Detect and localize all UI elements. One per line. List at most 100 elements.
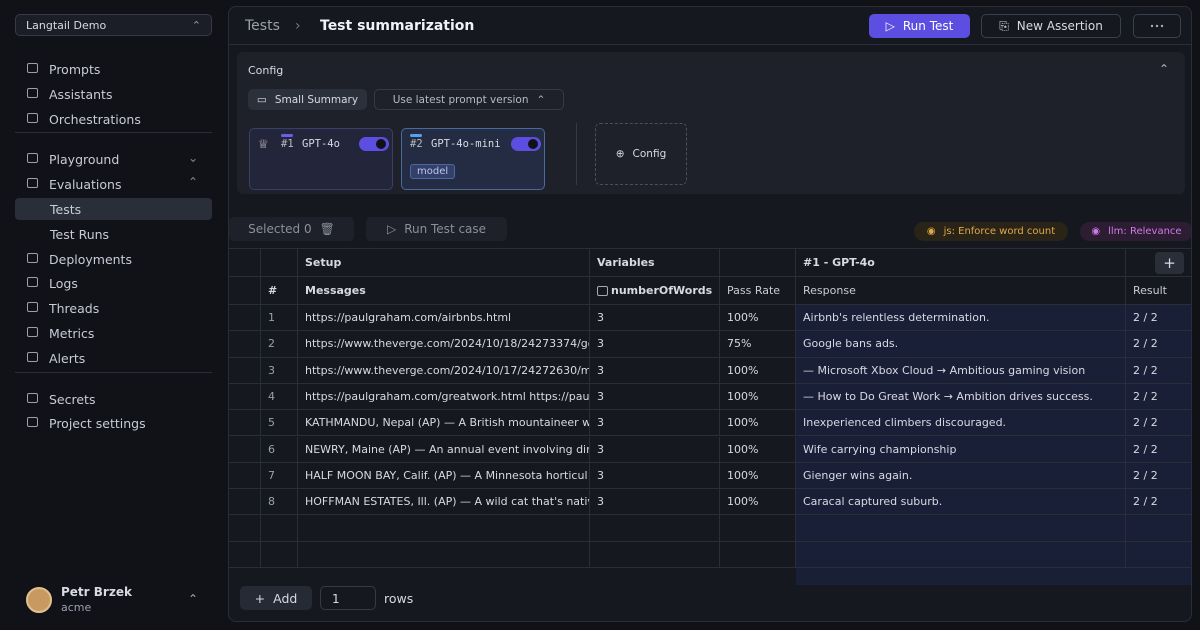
- table-cell[interactable]: 100%: [720, 489, 796, 516]
- table-cell[interactable]: 75%: [720, 331, 796, 358]
- nav-item[interactable]: Test Runs: [50, 226, 110, 242]
- table-cell[interactable]: https://paulgraham.com/airbnbs.html: [298, 305, 590, 332]
- table-cell[interactable]: 2 / 2: [1126, 489, 1191, 516]
- version-select[interactable]: Use latest prompt version ⌃: [374, 89, 564, 110]
- table-cell[interactable]: [590, 541, 720, 568]
- nav-item[interactable]: Tests: [50, 202, 82, 217]
- table-cell[interactable]: — How to Do Great Work → Ambition drives…: [796, 383, 1126, 411]
- add-config-button[interactable]: ⊕ Config: [595, 123, 687, 185]
- table-cell[interactable]: 7: [261, 462, 298, 490]
- table-cell[interactable]: 3: [590, 331, 720, 358]
- table-cell[interactable]: [1126, 542, 1191, 568]
- nav-item[interactable]: Evaluations: [49, 177, 122, 193]
- row-count-input[interactable]: 1: [320, 586, 376, 610]
- workspace-select[interactable]: Langtail Demo ⌃: [15, 14, 212, 36]
- table-cell[interactable]: — Microsoft Xbox Cloud → Ambitious gamin…: [796, 357, 1126, 384]
- table-cell[interactable]: https://www.theverge.com/2024/10/17/2427…: [298, 357, 590, 384]
- table-cell[interactable]: [720, 541, 796, 568]
- table-cell[interactable]: Gienger wins again.: [796, 462, 1126, 490]
- table-cell[interactable]: 3: [590, 436, 720, 463]
- table-cell[interactable]: [261, 515, 298, 542]
- breadcrumb-parent[interactable]: Tests: [245, 18, 280, 34]
- model-card[interactable]: #2 GPT-4o-mini model: [401, 128, 545, 190]
- table-cell[interactable]: 8: [261, 489, 298, 516]
- table-cell[interactable]: 100%: [720, 462, 796, 490]
- nav-item[interactable]: Metrics: [49, 326, 95, 341]
- collapse-icon[interactable]: ⌃: [1159, 62, 1170, 76]
- table-cell[interactable]: 6: [261, 436, 298, 463]
- table-cell[interactable]: 2 / 2: [1126, 305, 1191, 332]
- table-cell[interactable]: KATHMANDU, Nepal (AP) — A British mounta…: [298, 410, 590, 437]
- nav-item[interactable]: Logs: [49, 276, 78, 292]
- table-cell[interactable]: https://www.theverge.com/2024/10/18/2427…: [298, 331, 590, 358]
- nav-item[interactable]: Prompts: [49, 62, 101, 77]
- model-name: GPT-4o: [302, 138, 340, 150]
- label: Small Summary: [274, 93, 359, 106]
- table-cell[interactable]: 3: [590, 383, 720, 411]
- nav-item-active[interactable]: [15, 198, 212, 220]
- table-cell[interactable]: Wife carrying championship: [796, 436, 1126, 463]
- new-assertion-button[interactable]: ⎘ New Assertion: [981, 14, 1121, 38]
- assertion-chip[interactable]: ◉ llm: Relevance: [1080, 222, 1191, 241]
- model-card[interactable]: ♕ #1 GPT-4o: [249, 128, 393, 190]
- table-cell[interactable]: HOFFMAN ESTATES, Ill. (AP) — A wild cat …: [298, 489, 590, 516]
- table-cell[interactable]: 3: [590, 489, 720, 516]
- table-cell[interactable]: 2: [261, 331, 298, 358]
- assertion-chip[interactable]: ◉ js: Enforce word count: [914, 222, 1068, 241]
- nav-item[interactable]: Orchestrations: [49, 111, 141, 127]
- run-test-button[interactable]: ▷ Run Test: [869, 14, 970, 38]
- table-cell[interactable]: 100%: [720, 410, 796, 437]
- more-button[interactable]: [1133, 14, 1181, 38]
- table-cell[interactable]: 2 / 2: [1126, 384, 1191, 411]
- run-case-button[interactable]: ▷ Run Test case: [366, 217, 507, 241]
- table-cell[interactable]: [796, 541, 1126, 568]
- chevron[interactable]: ⌃: [188, 175, 199, 190]
- toggle[interactable]: [511, 137, 541, 151]
- table-cell[interactable]: 3: [261, 357, 298, 384]
- table-cell[interactable]: [590, 515, 720, 542]
- table-cell[interactable]: [796, 515, 1126, 542]
- table-cell[interactable]: NEWRY, Maine (AP) — An annual event invo…: [298, 436, 590, 463]
- add-column-button[interactable]: +: [1155, 252, 1184, 274]
- table-cell[interactable]: 2 / 2: [1126, 331, 1191, 358]
- nav-item[interactable]: Secrets: [49, 391, 96, 407]
- table-cell[interactable]: [720, 515, 796, 542]
- chevron[interactable]: ⌃: [188, 150, 199, 165]
- table-cell[interactable]: [261, 541, 298, 568]
- table-cell[interactable]: 2 / 2: [1126, 463, 1191, 490]
- chevron[interactable]: ⌃: [188, 592, 199, 606]
- table-cell[interactable]: 3: [590, 305, 720, 332]
- table-cell[interactable]: Google bans ads.: [796, 331, 1126, 358]
- table-cell[interactable]: 1: [261, 305, 298, 332]
- table-cell[interactable]: 2 / 2: [1126, 437, 1191, 463]
- table-cell[interactable]: 3: [590, 462, 720, 490]
- table-cell[interactable]: 100%: [720, 357, 796, 384]
- table-cell[interactable]: 2 / 2: [1126, 410, 1191, 437]
- table-cell[interactable]: [298, 515, 590, 542]
- nav-item[interactable]: Deployments: [49, 251, 132, 267]
- table-cell[interactable]: 5: [261, 410, 298, 437]
- nav-item[interactable]: Playground: [49, 152, 120, 168]
- add-rows-button[interactable]: + Add: [240, 586, 312, 610]
- table-cell[interactable]: 100%: [720, 305, 796, 332]
- nav-item[interactable]: Assistants: [49, 86, 113, 102]
- nav-item[interactable]: Project settings: [49, 416, 146, 432]
- table-cell[interactable]: 100%: [720, 436, 796, 463]
- table-cell[interactable]: Caracal captured suburb.: [796, 489, 1126, 516]
- prompt-chip[interactable]: ▭ Small Summary: [248, 89, 367, 110]
- table-cell[interactable]: Airbnb's relentless determination.: [796, 305, 1126, 332]
- toggle[interactable]: [359, 137, 389, 151]
- table-cell[interactable]: 3: [590, 410, 720, 437]
- table-cell[interactable]: 4: [261, 383, 298, 411]
- table-cell[interactable]: [1126, 515, 1191, 542]
- table-cell[interactable]: HALF MOON BAY, Calif. (AP) — A Minnesota…: [298, 462, 590, 490]
- nav-item[interactable]: Alerts: [49, 350, 86, 366]
- table-cell[interactable]: Inexperienced climbers discouraged.: [796, 410, 1126, 437]
- nav-item[interactable]: Threads: [49, 301, 100, 317]
- trash-icon[interactable]: 🗑: [319, 222, 335, 236]
- table-cell[interactable]: 2 / 2: [1126, 358, 1191, 384]
- table-cell[interactable]: https://paulgraham.com/greatwork.html ht…: [298, 383, 590, 411]
- table-cell[interactable]: [298, 541, 590, 568]
- table-cell[interactable]: 3: [590, 357, 720, 384]
- table-cell[interactable]: 100%: [720, 383, 796, 411]
